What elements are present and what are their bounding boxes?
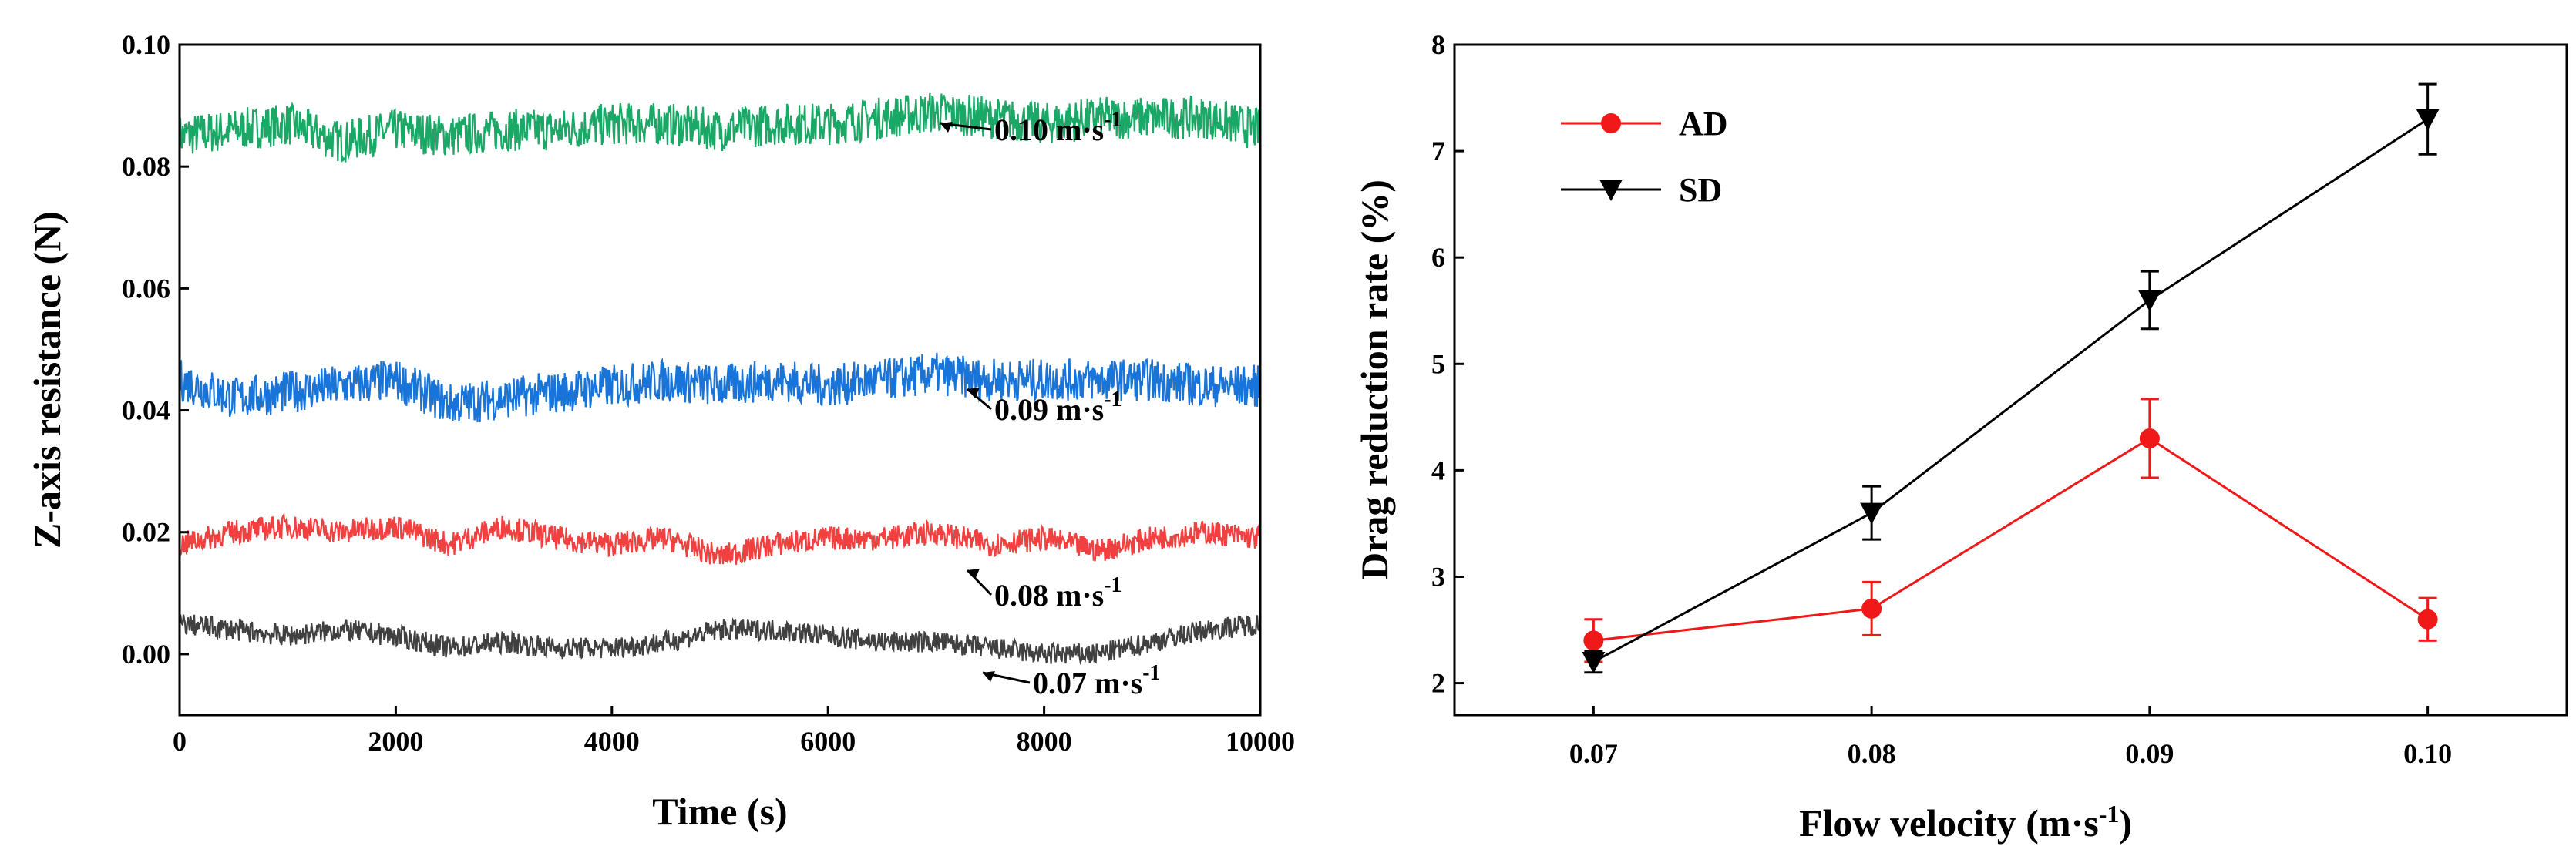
left-x-tick-label: 4000 bbox=[584, 726, 640, 757]
data-point-AD bbox=[2139, 428, 2160, 448]
annotation-arrowhead bbox=[967, 388, 980, 398]
data-point-AD bbox=[2417, 609, 2438, 630]
left-x-tick-label: 2000 bbox=[368, 726, 423, 757]
series-annotation-label: 0.09 m·s-1 bbox=[994, 388, 1122, 427]
annotation-arrowhead bbox=[967, 569, 980, 579]
left-series-line-1 bbox=[178, 352, 1262, 423]
series-annotation-text: 0.08 m·s bbox=[994, 578, 1104, 613]
left-y-axis-label: Z-axis resistance (N) bbox=[25, 211, 69, 549]
series-annotation-label: 0.07 m·s-1 bbox=[1033, 661, 1161, 700]
right-chart: 0.07 0.08 0.09 0.10 2 3 4 5 6 7 8 AD SD Flow veloci… bbox=[1353, 29, 2568, 845]
right-plot-frame bbox=[1453, 43, 2568, 717]
right-y-tick-label: 4 bbox=[1431, 455, 1445, 485]
left-x-axis-label: Time (s) bbox=[652, 790, 787, 833]
series-annotation-sup: -1 bbox=[1104, 108, 1122, 132]
data-point-AD bbox=[1861, 598, 1882, 619]
series-annotation-sup: -1 bbox=[1142, 661, 1160, 685]
left-x-tick-label: 0 bbox=[173, 726, 187, 757]
right-y-tick-label: 2 bbox=[1431, 668, 1445, 699]
left-y-tick-label: 0.00 bbox=[122, 639, 170, 670]
left-annotations-group: 0.10 m·s-10.09 m·s-10.08 m·s-10.07 m·s-1 bbox=[940, 108, 1161, 700]
series-annotation-label: 0.08 m·s-1 bbox=[994, 573, 1122, 613]
series-annotation-sup: -1 bbox=[1104, 388, 1122, 411]
right-x-axis-label-tail: ) bbox=[2119, 801, 2132, 845]
left-x-tick-label: 10000 bbox=[1226, 726, 1295, 757]
series-line-SD bbox=[1592, 118, 2429, 663]
data-point-SD bbox=[1860, 502, 1884, 525]
left-series-line-2 bbox=[178, 512, 1262, 565]
data-point-AD bbox=[1583, 630, 1604, 651]
left-x-tick-label: 8000 bbox=[1017, 726, 1072, 757]
right-x-axis-label: Flow velocity (m·s-1) bbox=[1799, 800, 2132, 845]
left-plot-frame bbox=[178, 43, 1262, 717]
right-series-group bbox=[1582, 82, 2440, 674]
series-annotation-text: 0.10 m·s bbox=[994, 112, 1104, 147]
left-ticks-group: 0 2000 4000 6000 8000 10000 0.00 0.02 0.04 0.06 0.… bbox=[122, 29, 1295, 757]
right-y-tick-label: 6 bbox=[1431, 242, 1445, 273]
left-y-tick-label: 0.08 bbox=[122, 151, 170, 182]
left-y-tick-label: 0.06 bbox=[122, 273, 170, 304]
series-annotation-text: 0.09 m·s bbox=[994, 392, 1104, 427]
data-point-SD bbox=[2137, 290, 2161, 312]
legend-marker-SD bbox=[1599, 180, 1623, 201]
series-annotation-label: 0.10 m·s-1 bbox=[994, 108, 1122, 147]
left-series-line-3 bbox=[178, 614, 1262, 666]
legend-label-SD: SD bbox=[1679, 171, 1722, 209]
right-y-tick-label: 3 bbox=[1431, 561, 1445, 592]
right-x-axis-label-sup: -1 bbox=[2099, 800, 2120, 828]
annotation-arrowhead bbox=[940, 122, 953, 133]
left-x-tick-label: 6000 bbox=[800, 726, 856, 757]
series-annotation-text: 0.07 m·s bbox=[1033, 666, 1142, 700]
left-y-tick-label: 0.04 bbox=[122, 395, 170, 426]
legend-marker-AD bbox=[1601, 113, 1621, 133]
data-point-SD bbox=[1582, 651, 1606, 673]
left-series-line-0 bbox=[178, 92, 1261, 163]
right-y-tick-label: 7 bbox=[1431, 136, 1445, 166]
left-chart: 0 2000 4000 6000 8000 10000 0.00 0.02 0.04 0.06 0.… bbox=[25, 29, 1295, 833]
right-ticks-group: 0.07 0.08 0.09 0.10 2 3 4 5 6 7 8 bbox=[1431, 29, 2452, 769]
left-series-group bbox=[178, 92, 1262, 666]
right-x-tick-label: 0.10 bbox=[2403, 738, 2452, 769]
right-y-tick-label: 8 bbox=[1431, 29, 1445, 60]
series-annotation-sup: -1 bbox=[1104, 573, 1122, 597]
legend: AD SD bbox=[1561, 105, 1728, 209]
left-y-tick-label: 0.02 bbox=[122, 517, 170, 548]
legend-label-AD: AD bbox=[1679, 105, 1728, 143]
right-y-axis-label: Drag reduction rate (%) bbox=[1353, 180, 1396, 580]
right-x-tick-label: 0.07 bbox=[1569, 738, 1618, 769]
right-x-tick-label: 0.09 bbox=[2125, 738, 2174, 769]
data-point-SD bbox=[2416, 109, 2440, 131]
series-line-AD bbox=[1593, 437, 2429, 642]
right-x-axis-label-main: Flow velocity (m·s bbox=[1799, 801, 2099, 845]
right-x-tick-label: 0.08 bbox=[1848, 738, 1896, 769]
annotation-arrowhead bbox=[983, 671, 995, 682]
left-y-tick-label: 0.10 bbox=[122, 29, 170, 60]
right-y-tick-label: 5 bbox=[1431, 348, 1445, 379]
